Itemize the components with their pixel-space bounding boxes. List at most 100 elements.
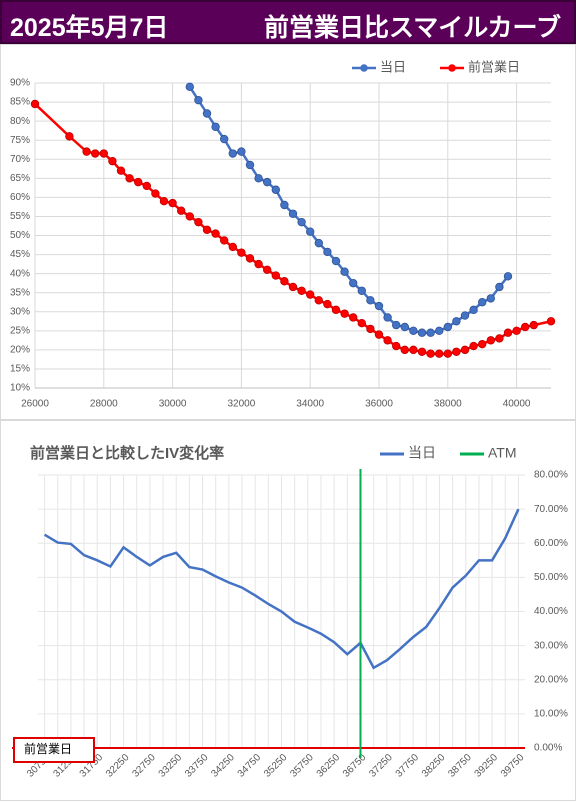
legend-label: 当日 (380, 59, 406, 74)
marker (323, 247, 332, 257)
marker (211, 122, 220, 132)
y2-tick-label: 20.00% (534, 674, 568, 685)
marker (211, 229, 220, 238)
marker (392, 320, 401, 330)
chart-title: 前営業日と比較したIV変化率 (30, 444, 224, 462)
marker (263, 177, 272, 187)
marker (142, 181, 151, 191)
marker (245, 254, 255, 263)
legend-marker (360, 64, 368, 72)
marker (194, 95, 203, 105)
x-tick-label: 40000 (503, 399, 531, 410)
y-tick-label: 65% (10, 173, 30, 184)
marker (237, 147, 246, 156)
marker (486, 294, 495, 303)
marker (297, 286, 306, 295)
marker (185, 82, 194, 92)
y-tick-label: 55% (10, 211, 30, 222)
marker (357, 318, 366, 328)
header: 2025年5月7日 前営業日比スマイルカーブ (0, 0, 576, 44)
marker (460, 311, 470, 320)
marker (400, 322, 409, 332)
y-tick-label: 40% (10, 268, 30, 279)
marker (417, 347, 427, 356)
marker (340, 267, 349, 276)
iv-change-chart: 前営業日と比較したIV変化率 0.00% 10.00% 20.00% 30.00% 40… (0, 420, 576, 801)
y-tick-label: 85% (10, 97, 30, 108)
marker (271, 271, 280, 280)
header-title: 前営業日比スマイルカーブ (264, 14, 562, 42)
legend-marker (448, 64, 456, 72)
marker (185, 212, 194, 221)
y-tick-label: 25% (10, 325, 30, 336)
legend-label: ATM (488, 445, 517, 461)
marker (495, 282, 504, 292)
date: 2025年5月7日 (10, 14, 169, 42)
marker (349, 313, 358, 322)
marker (288, 282, 298, 292)
marker (460, 345, 470, 355)
marker (219, 236, 229, 245)
marker (245, 160, 255, 170)
marker (374, 301, 384, 311)
x-tick-label: 28000 (90, 399, 118, 410)
y-tick-label: 10% (10, 383, 30, 394)
marker (65, 132, 74, 141)
marker (435, 326, 444, 336)
marker (331, 256, 341, 266)
frame (0, 44, 576, 420)
marker (99, 149, 108, 158)
marker (435, 349, 444, 358)
y-tick-label: 35% (10, 287, 30, 298)
marker (400, 345, 409, 355)
marker (340, 309, 349, 318)
y2-tick-label: 30.00% (534, 640, 568, 651)
marker (426, 349, 435, 358)
marker (288, 209, 298, 218)
marker (254, 259, 263, 269)
x-tick-label: 30000 (159, 399, 187, 410)
marker (228, 149, 237, 158)
marker (331, 305, 341, 315)
y2-tick-label: 60.00% (534, 538, 568, 549)
marker (168, 198, 177, 208)
y-tick-label: 20% (10, 345, 30, 356)
marker (521, 322, 530, 332)
smile-chart: 10% 15% 20% 25% 30% 35% 40% 45% 50% 55% 60% 65% 70% 7… (0, 44, 576, 420)
frame (0, 420, 576, 801)
marker (452, 317, 461, 326)
marker (263, 265, 272, 275)
marker (349, 278, 358, 288)
y-tick-label: 70% (10, 154, 30, 165)
y2-tick-label: 80.00% (534, 470, 568, 481)
y2-tick-label: 0.00% (534, 743, 562, 754)
marker (478, 339, 487, 349)
x-tick-label: 36000 (365, 399, 393, 410)
marker (495, 334, 504, 343)
marker (125, 174, 134, 183)
marker (366, 324, 375, 334)
marker (159, 196, 169, 206)
marker (176, 206, 186, 215)
marker (503, 328, 513, 337)
marker (314, 238, 323, 248)
y-tick-label: 60% (10, 192, 30, 203)
y2-tick-label: 70.00% (534, 504, 568, 515)
marker (297, 217, 306, 227)
marker (314, 296, 323, 305)
marker (486, 336, 495, 345)
marker (82, 147, 91, 156)
y-tick-label: 50% (10, 230, 30, 241)
marker (392, 341, 401, 351)
marker (469, 305, 478, 315)
x-tick-label: 26000 (21, 399, 49, 410)
y2-tick-label: 10.00% (534, 709, 568, 720)
marker (306, 290, 315, 299)
series-line (43, 508, 520, 670)
marker (503, 272, 513, 281)
marker (374, 330, 384, 339)
x-tick-label: 34000 (296, 399, 324, 410)
marker (280, 200, 289, 210)
marker (306, 227, 315, 236)
marker (151, 189, 160, 198)
